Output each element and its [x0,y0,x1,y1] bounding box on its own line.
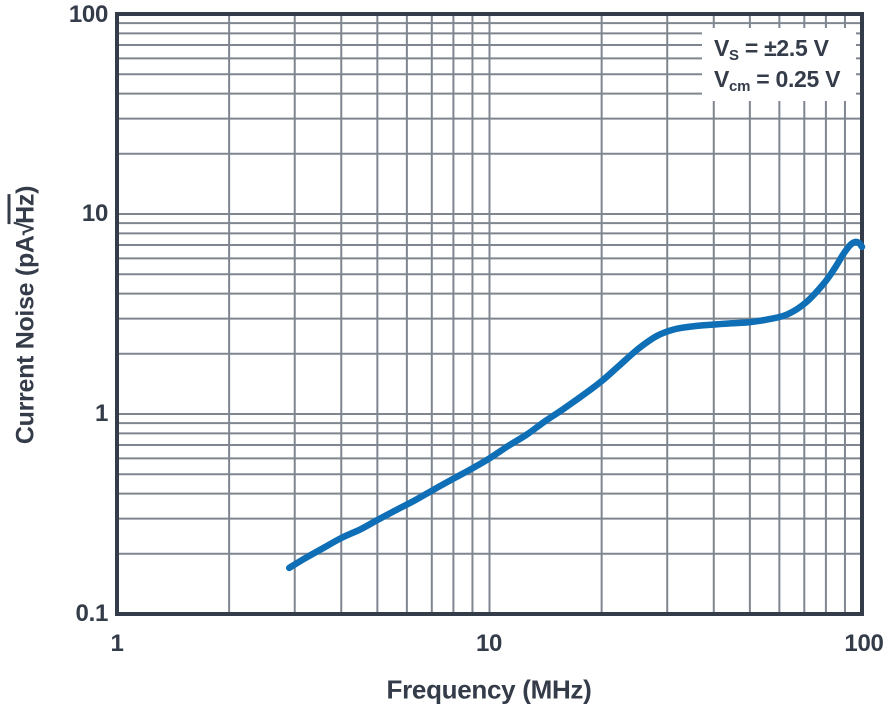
y-tick-10: 10 [81,200,108,227]
y-axis-label-radicand: Hz [7,193,40,224]
y-tick-1: 1 [94,400,108,427]
conditions-annotation: VS = ±2.5 V Vcm = 0.25 V [714,33,840,95]
x-tick-100: 100 [844,630,884,657]
y-tick-0p1: 0.1 [75,600,109,627]
annotation-line-vcm: Vcm = 0.25 V [714,64,840,95]
x-tick-1: 1 [110,630,124,657]
x-tick-10: 10 [475,630,503,657]
vcm-value: = 0.25 V [750,66,841,92]
vs-symbol: V [714,35,730,61]
vcm-symbol: V [714,66,730,92]
y-axis-label: Current Noise (pA√Hz) [7,185,41,445]
y-axis-label-suffix: ) [11,185,40,194]
y-tick-100: 100 [68,1,108,28]
noise-curve [285,238,866,572]
vcm-subscript: cm [729,78,751,95]
annotation-background [702,28,856,101]
vs-value: = ±2.5 V [738,35,829,61]
plot-frame [115,12,864,616]
vs-subscript: S [729,47,739,64]
annotation-line-vs: VS = ±2.5 V [714,33,840,64]
x-axis-label: Frequency (MHz) [386,674,592,705]
gridlines [117,14,862,614]
y-axis-label-prefix: Current Noise (pA [11,235,40,445]
